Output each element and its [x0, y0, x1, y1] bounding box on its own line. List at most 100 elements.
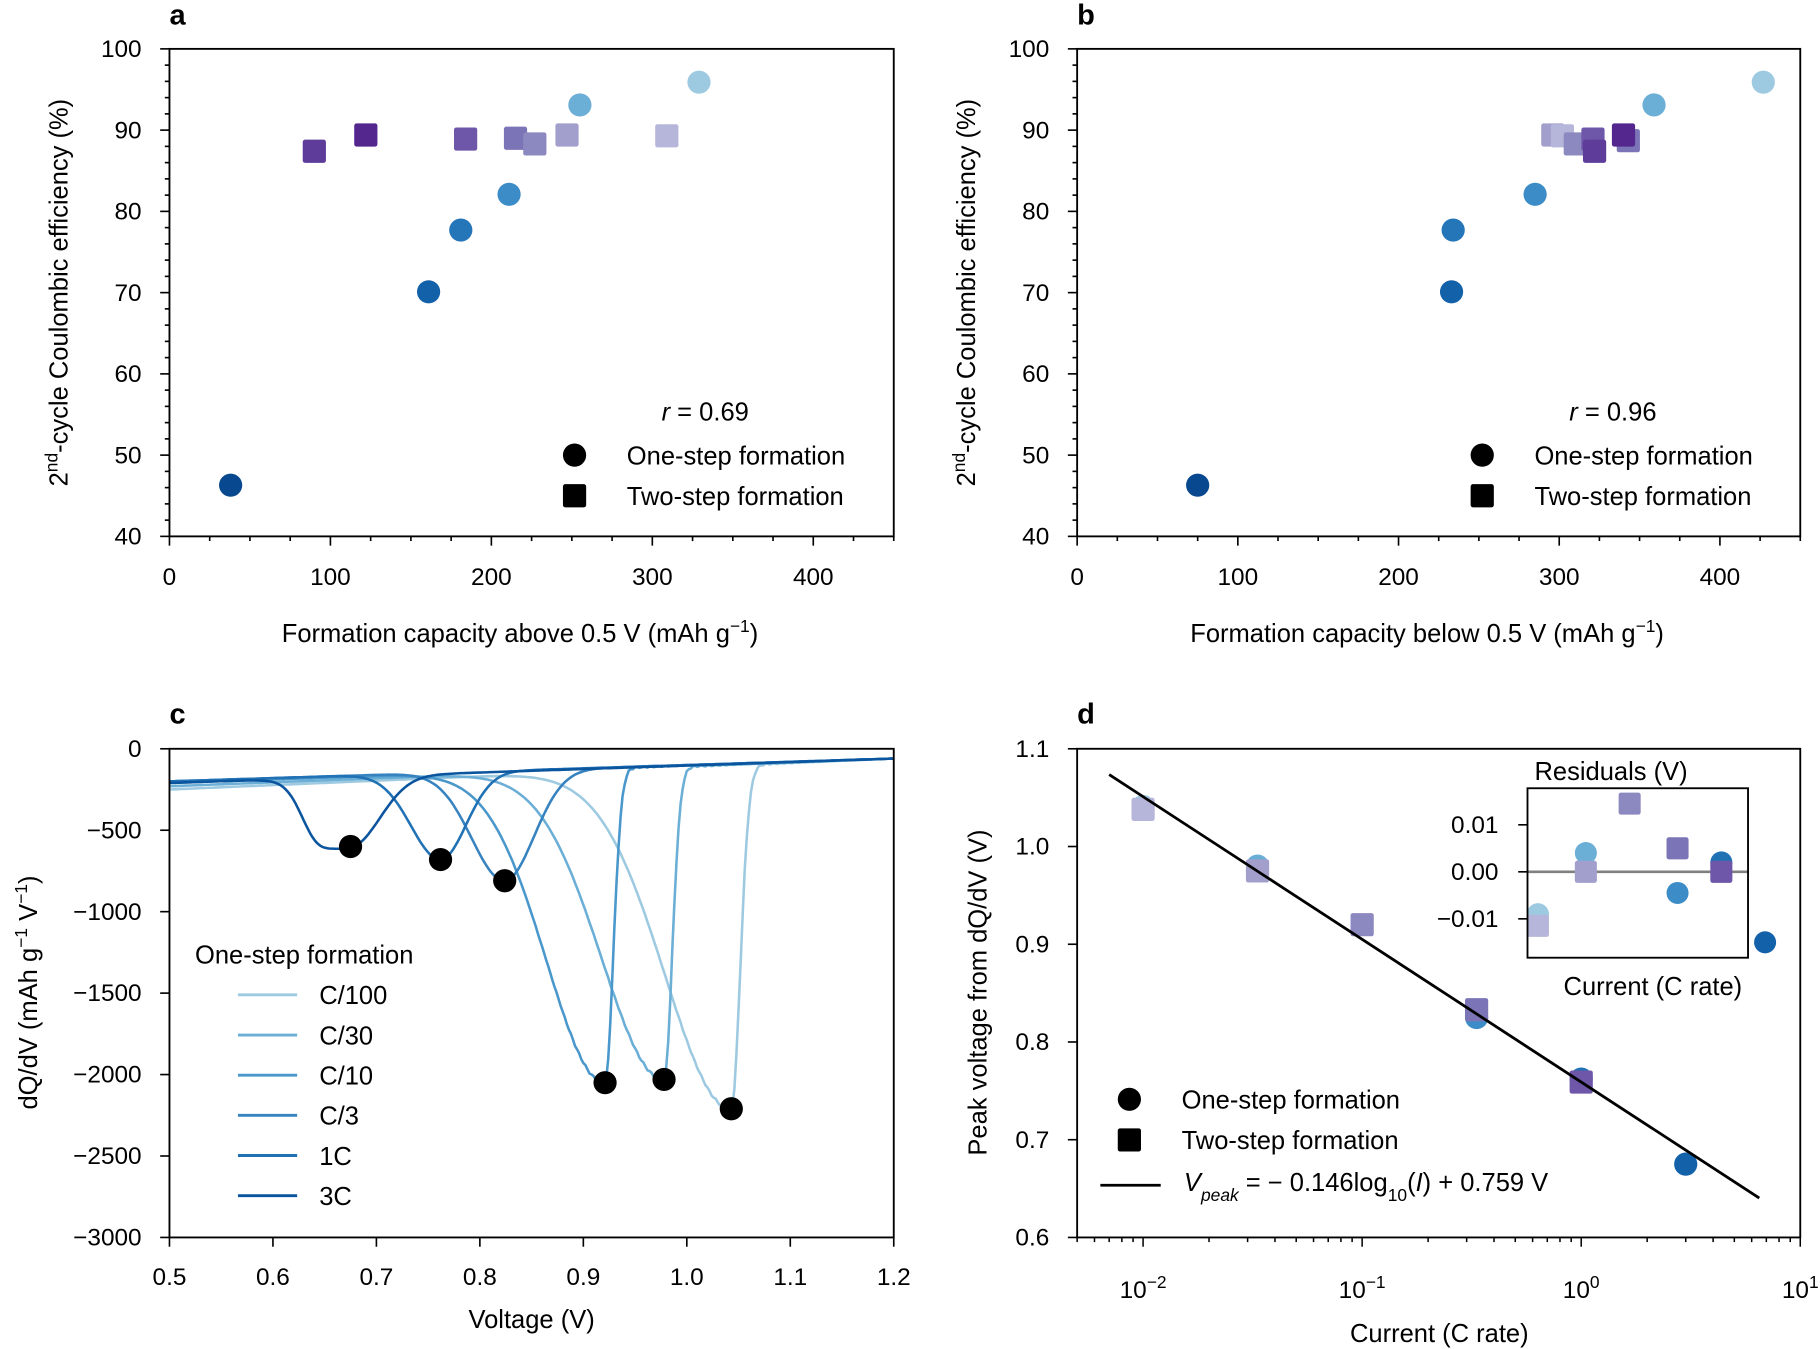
- y-axis-label: dQ/dV (mAh g−1 V−1): [11, 876, 43, 1110]
- data-point-square: [1563, 132, 1587, 156]
- data-point-square: [503, 126, 528, 150]
- legend-label: Two-step formation: [1534, 483, 1751, 511]
- fit-equation-part: peak: [1200, 1185, 1240, 1205]
- legend-label: Two-step formation: [1182, 1127, 1399, 1155]
- x-tick-label: 10−1: [1339, 1272, 1386, 1304]
- y-tick-label: 100: [1009, 36, 1050, 63]
- legend-label: One-step formation: [627, 442, 845, 470]
- legend-marker-circle: [562, 443, 587, 467]
- legend-label: 3C: [319, 1183, 352, 1211]
- x-tick-label: 0.8: [463, 1264, 497, 1291]
- peak-marker: [493, 869, 517, 893]
- legend-label: Two-step formation: [627, 483, 844, 511]
- y-tick-label: 70: [114, 280, 141, 307]
- peak-marker: [338, 834, 363, 859]
- y-axis-label-part: -cycle Coulombic efficiency (%): [45, 99, 73, 453]
- y-tick-label: 80: [114, 199, 141, 226]
- x-tick-label: 101: [1782, 1272, 1819, 1304]
- peak-marker: [593, 1071, 617, 1095]
- x-tick-label-part: 1: [1809, 1272, 1819, 1292]
- y-tick-label: 0.8: [1015, 1029, 1049, 1056]
- inset-title: Residuals (V): [1534, 758, 1687, 786]
- y-tick-label: 60: [114, 361, 141, 388]
- y-tick-label: −2000: [73, 1062, 141, 1089]
- inset-point-circle: [1666, 881, 1689, 905]
- y-tick-label: 50: [114, 442, 141, 469]
- x-tick-label-part: 0: [1590, 1272, 1600, 1292]
- x-tick-label: 300: [1539, 564, 1580, 591]
- peak-marker: [719, 1097, 743, 1121]
- x-axis-label-part: Formation capacity below 0.5 V (mAh g: [1190, 620, 1635, 648]
- inset-point-circle: [1574, 841, 1597, 865]
- fit-equation-part: 10: [1388, 1185, 1407, 1205]
- correlation-annotation: r = 0.69: [662, 398, 749, 426]
- inset-y-tick-label: 0.01: [1451, 812, 1498, 839]
- data-point-circle: [1441, 218, 1465, 242]
- legend-marker-circle: [1117, 1087, 1141, 1111]
- y-axis-label: Peak voltage from dQ/dV (V): [965, 829, 993, 1155]
- plot-frame: [1076, 747, 1802, 1239]
- inset-y-tick-label: −0.01: [1437, 906, 1499, 933]
- x-tick-label: 0.5: [153, 1264, 187, 1291]
- data-point-circle: [687, 70, 711, 94]
- y-axis-label-part: dQ/dV (mAh g: [15, 948, 43, 1110]
- inset-point-square: [1526, 914, 1549, 937]
- panel-b-chart: 0 100 200 300 400 40 50 60 70 80 90 100 Formation ca…: [949, 36, 1802, 648]
- y-axis-label-part: 2: [45, 472, 73, 486]
- data-point-square: [354, 123, 378, 147]
- data-point-circle: [1186, 473, 1210, 497]
- y-axis-label: 2nd-cycle Coulombic efficiency (%): [41, 99, 73, 487]
- data-point-circle: [1642, 93, 1666, 117]
- inset-point-square: [1574, 860, 1597, 883]
- fit-equation-part: V: [1184, 1169, 1203, 1197]
- x-tick-label-part: 10: [1339, 1277, 1366, 1304]
- inset-point-square: [1666, 837, 1689, 860]
- data-point-square: [302, 139, 326, 163]
- x-tick-label: 200: [471, 564, 512, 591]
- curve-C-30: [169, 757, 894, 1083]
- peak-marker: [428, 847, 453, 872]
- y-tick-label: −2500: [73, 1143, 141, 1170]
- y-tick-label: 1.1: [1015, 736, 1049, 763]
- y-tick-label: 0.7: [1015, 1127, 1049, 1154]
- data-point-circle: [568, 93, 592, 117]
- legend-label: C/30: [319, 1022, 373, 1050]
- legend-label: One-step formation: [1182, 1087, 1400, 1115]
- x-tick-label-part: 10: [1563, 1277, 1590, 1304]
- y-tick-label: 60: [1022, 361, 1049, 388]
- data-point-circle: [449, 218, 473, 242]
- legend-marker-square: [1117, 1128, 1141, 1152]
- y-tick-label: 1.0: [1015, 834, 1049, 861]
- residuals-inset: 0.01 0.00 −0.01 Residuals (V) Current (C rat…: [1437, 758, 1777, 1001]
- correlation-annotation-part: = 0.96: [1578, 398, 1657, 426]
- x-axis-label: Current (C rate): [1350, 1320, 1529, 1348]
- data-point-square: [1464, 998, 1489, 1022]
- y-tick-label: 0.9: [1015, 931, 1049, 958]
- data-point-square: [555, 123, 579, 147]
- correlation-annotation-part: = 0.69: [670, 398, 749, 426]
- legend-title: One-step formation: [195, 942, 413, 970]
- legend-marker-square: [1470, 484, 1494, 508]
- y-tick-label: −3000: [73, 1225, 141, 1252]
- x-axis-label-part: Formation capacity above 0.5 V (mAh g: [282, 620, 730, 648]
- data-point-circle: [497, 182, 521, 206]
- y-tick-label: 90: [114, 117, 141, 144]
- panel-letter-d: d: [1077, 698, 1095, 730]
- x-tick-label: 0.7: [359, 1264, 393, 1291]
- data-point-square: [1131, 797, 1155, 821]
- legend-label: C/100: [319, 982, 387, 1010]
- fit-line: [1108, 773, 1761, 1200]
- y-axis-label-part: 2: [953, 472, 981, 486]
- fit-equation-part: = − 0.146log: [1239, 1169, 1388, 1197]
- data-point-square: [655, 124, 679, 148]
- inset-x-axis-label: Current (C rate): [1564, 973, 1743, 1001]
- x-axis-label-part: −1: [730, 616, 750, 636]
- y-axis-label-part: −1: [11, 884, 31, 904]
- curve-C-100: [169, 757, 894, 1111]
- x-tick-label: 0.9: [566, 1264, 600, 1291]
- panel-letter-a: a: [169, 0, 186, 31]
- data-point-square: [454, 127, 478, 151]
- correlation-annotation-part: r: [1569, 398, 1579, 426]
- correlation-annotation: r = 0.96: [1569, 398, 1656, 426]
- y-tick-label: 70: [1022, 280, 1049, 307]
